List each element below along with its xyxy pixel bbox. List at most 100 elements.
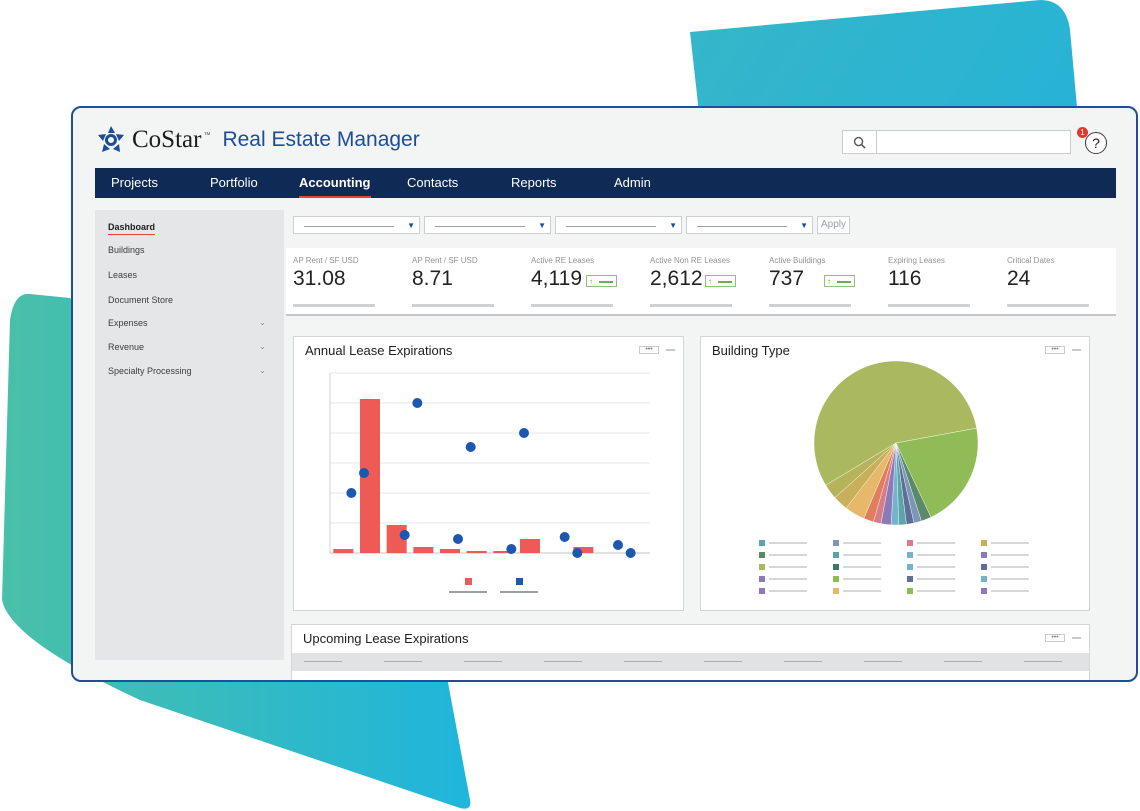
filter-dropdown-2[interactable]: ▼ — [424, 216, 551, 234]
column-header[interactable] — [864, 661, 902, 662]
minimize-button[interactable] — [1072, 637, 1081, 639]
kpi-card[interactable]: Expiring Leases 116 — [888, 256, 970, 307]
kpi-card[interactable]: Critical Dates 24 — [1007, 256, 1089, 307]
brand-logo[interactable]: CoStar ™ Real Estate Manager — [95, 124, 420, 156]
panel-title: Building Type — [712, 343, 790, 358]
chevron-down-icon[interactable]: ⌄ — [259, 342, 266, 351]
nav-reports[interactable]: Reports — [511, 175, 557, 190]
legend-swatch — [759, 552, 765, 558]
kpi-underline — [888, 304, 970, 307]
kpi-underline — [650, 304, 732, 307]
bar — [360, 399, 380, 553]
kpi-underline — [1007, 304, 1089, 307]
sidebar-item-document-store[interactable]: Document Store — [108, 295, 174, 305]
logo-trademark: ™ — [203, 131, 211, 139]
scatter-point — [465, 442, 476, 452]
column-header[interactable] — [304, 661, 342, 662]
legend-swatch — [759, 564, 765, 570]
nav-contacts[interactable]: Contacts — [407, 175, 459, 190]
nav-admin[interactable]: Admin — [614, 175, 651, 190]
scatter-point — [453, 534, 463, 544]
annual-lease-expirations-chart — [329, 372, 650, 593]
legend-swatch — [981, 576, 987, 582]
filter-dropdown-4[interactable]: ▼ — [686, 216, 813, 234]
kpi-value: 31.08 — [293, 267, 346, 290]
legend-swatch — [516, 578, 523, 585]
scatter-point — [399, 530, 410, 540]
column-header[interactable] — [784, 661, 822, 662]
sidebar-item-buildings[interactable]: Buildings — [108, 245, 145, 255]
kpi-label: Active Non RE Leases — [650, 256, 731, 265]
app-name: Real Estate Manager — [222, 128, 420, 151]
pie-slice — [813, 360, 977, 486]
legend-swatch — [465, 578, 472, 585]
apply-button[interactable]: Apply — [817, 216, 850, 234]
sidebar-item-revenue[interactable]: Revenue — [108, 342, 145, 352]
bar — [413, 547, 434, 553]
sidebar: Dashboard Buildings Leases Document Stor… — [95, 210, 284, 660]
help-button[interactable]: ? — [1085, 132, 1107, 154]
trend-up-icon: ↑ — [586, 275, 617, 287]
bar — [520, 539, 540, 553]
column-header[interactable] — [544, 661, 582, 662]
minimize-button[interactable] — [666, 349, 675, 351]
caret-down-icon: ▼ — [407, 221, 415, 230]
more-options-button[interactable]: ••• — [1045, 634, 1065, 642]
kpi-label: Active RE Leases — [531, 256, 595, 265]
caret-down-icon: ▼ — [538, 221, 546, 230]
legend-swatch — [907, 588, 913, 594]
column-header[interactable] — [624, 661, 662, 662]
scatter-point — [625, 548, 636, 558]
filter-dropdown-1[interactable]: ▼ — [293, 216, 420, 234]
kpi-card[interactable]: Active Non RE Leases 2,612 ↑ — [650, 256, 736, 307]
kpi-underline — [531, 304, 613, 307]
column-header[interactable] — [944, 661, 982, 662]
legend-swatch — [833, 552, 839, 558]
column-header[interactable] — [464, 661, 502, 662]
column-header[interactable] — [704, 661, 742, 662]
sidebar-item-expenses[interactable]: Expenses — [108, 318, 148, 328]
filter-dropdown-3[interactable]: ▼ — [555, 216, 682, 234]
main-nav: Projects Portfolio Accounting Contacts R… — [95, 168, 1116, 198]
legend-swatch — [833, 588, 839, 594]
chevron-down-icon[interactable]: ⌄ — [259, 318, 266, 327]
search-button[interactable] — [843, 131, 877, 153]
building-type-chart — [759, 360, 1029, 594]
minimize-button[interactable] — [1072, 349, 1081, 351]
kpi-value: 4,119 — [531, 267, 582, 290]
more-options-button[interactable]: ••• — [639, 346, 659, 354]
kpi-label: AP Rent / SF USD — [412, 256, 478, 265]
kpi-label: Active Buildings — [769, 256, 826, 265]
kpi-underline — [293, 304, 375, 307]
nav-portfolio[interactable]: Portfolio — [210, 175, 258, 190]
notification-badge[interactable]: 1 — [1077, 127, 1088, 138]
scatter-point — [506, 544, 517, 554]
legend-swatch — [907, 576, 913, 582]
legend-swatch — [833, 576, 839, 582]
app-window: CoStar ™ Real Estate Manager ? 1 Project… — [71, 106, 1138, 682]
logo-text: CoStar — [132, 126, 202, 153]
sidebar-item-leases[interactable]: Leases — [108, 270, 138, 280]
kpi-card[interactable]: AP Rent / SF USD 31.08 — [293, 256, 375, 307]
column-header[interactable] — [1024, 661, 1062, 662]
nav-accounting[interactable]: Accounting — [299, 168, 371, 198]
sidebar-item-dashboard[interactable]: Dashboard — [108, 222, 156, 235]
column-header[interactable] — [384, 661, 422, 662]
kpi-label: Expiring Leases — [888, 256, 945, 265]
nav-projects[interactable]: Projects — [111, 175, 158, 190]
caret-down-icon: ▼ — [800, 221, 808, 230]
kpi-card[interactable]: Active RE Leases 4,119 ↑ — [531, 256, 617, 307]
kpi-card[interactable]: AP Rent / SF USD 8.71 — [412, 256, 494, 307]
more-options-button[interactable]: ••• — [1045, 346, 1065, 354]
chevron-down-icon[interactable]: ⌄ — [259, 366, 266, 375]
search-input[interactable] — [877, 131, 1070, 153]
bar — [333, 549, 354, 553]
sidebar-item-specialty-processing[interactable]: Specialty Processing — [108, 366, 192, 376]
scatter-point — [359, 468, 369, 478]
kpi-underline — [412, 304, 494, 307]
legend-swatch — [759, 540, 765, 546]
kpi-card[interactable]: Active Buildings 737 ↑ — [769, 256, 855, 307]
bar — [493, 551, 514, 553]
scatter-point — [572, 548, 583, 558]
kpi-value: 8.71 — [412, 267, 453, 290]
